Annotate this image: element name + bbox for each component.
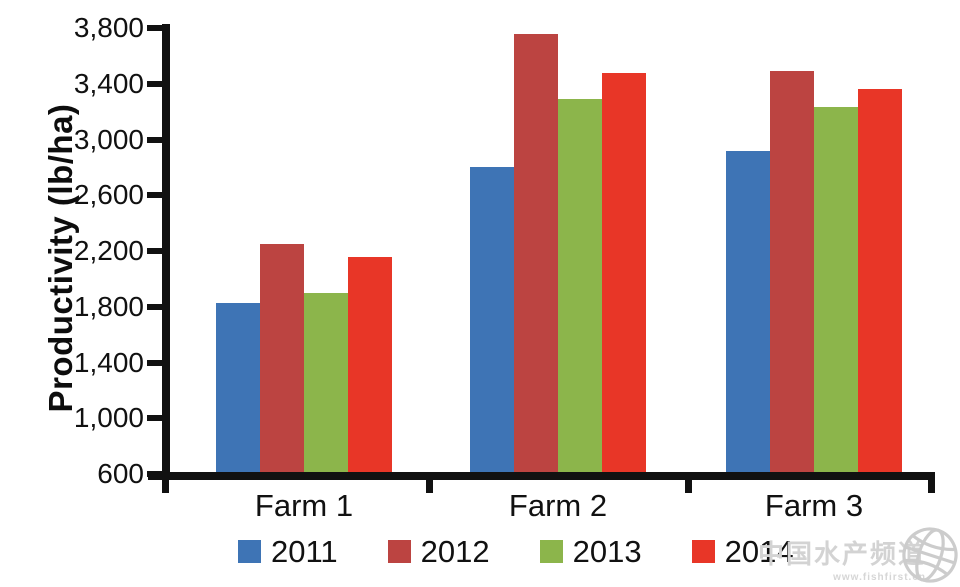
legend-item-2014: 2014 bbox=[691, 534, 794, 569]
legend-swatch-2014 bbox=[691, 540, 715, 563]
bar-farm3-2014 bbox=[858, 89, 902, 477]
y-axis-tick bbox=[147, 192, 163, 199]
y-axis-tick-label: 1,000 bbox=[73, 402, 144, 434]
x-axis-line bbox=[148, 472, 935, 480]
bar-farm1-2013 bbox=[304, 292, 348, 477]
x-category-label: Farm 1 bbox=[254, 488, 354, 523]
x-axis-tick bbox=[685, 480, 692, 493]
y-axis-tick-label: 1,800 bbox=[73, 290, 144, 322]
bar-farm2-2012 bbox=[514, 33, 558, 477]
x-category-label: Farm 3 bbox=[764, 488, 864, 523]
legend-swatch-2013 bbox=[539, 540, 563, 563]
globe-icon bbox=[902, 527, 958, 583]
y-axis-tick bbox=[147, 303, 163, 310]
legend-label: 2011 bbox=[271, 534, 338, 569]
x-axis-tick bbox=[162, 480, 169, 493]
bar-farm1-2011 bbox=[216, 302, 260, 477]
x-category-label: Farm 2 bbox=[508, 488, 608, 523]
y-axis-line bbox=[162, 24, 170, 480]
y-axis-tick-label: 3,400 bbox=[73, 67, 144, 99]
y-axis-tick-label: 1,400 bbox=[73, 346, 144, 378]
bar-farm1-2012 bbox=[260, 244, 304, 477]
bar-farm2-2011 bbox=[470, 167, 514, 477]
legend-label: 2012 bbox=[420, 534, 490, 569]
watermark-text: 中国水产频道 bbox=[757, 539, 926, 569]
bar-farm1-2014 bbox=[348, 256, 392, 477]
y-axis-tick-label: 3,000 bbox=[73, 123, 144, 155]
y-axis-tick-label: 600 bbox=[97, 458, 144, 489]
y-axis-tick-label: 3,800 bbox=[73, 12, 144, 43]
y-axis-tick-label: 2,600 bbox=[73, 179, 144, 211]
legend: 2011 2012 2013 2014 bbox=[238, 536, 794, 567]
y-axis-tick bbox=[147, 136, 163, 143]
y-axis-tick bbox=[147, 415, 163, 422]
bar-farm3-2012 bbox=[770, 71, 814, 477]
legend-item-2011: 2011 bbox=[238, 536, 338, 567]
legend-swatch-2012 bbox=[387, 540, 411, 563]
x-axis-tick bbox=[928, 480, 935, 493]
y-axis-tick bbox=[147, 25, 163, 31]
bar-farm2-2013 bbox=[558, 99, 602, 477]
legend-item-2013: 2013 bbox=[539, 534, 642, 569]
watermark-url: www.fishfirst.cn bbox=[833, 572, 926, 583]
legend-swatch-2011 bbox=[238, 540, 261, 563]
y-axis-tick bbox=[147, 359, 163, 366]
y-axis-tick bbox=[147, 80, 163, 87]
legend-item-2012: 2012 bbox=[387, 534, 490, 569]
y-axis-tick-label: 2,200 bbox=[73, 235, 144, 266]
bar-farm2-2014 bbox=[602, 72, 646, 477]
x-axis-tick bbox=[426, 480, 433, 493]
y-axis-tick bbox=[147, 248, 163, 254]
bar-farm3-2011 bbox=[726, 150, 770, 477]
legend-label: 2013 bbox=[572, 534, 642, 569]
legend-label: 2014 bbox=[724, 534, 794, 569]
watermark: 中国水产频道 www.fishfirst.cn bbox=[740, 517, 960, 587]
bar-farm3-2013 bbox=[814, 107, 858, 477]
